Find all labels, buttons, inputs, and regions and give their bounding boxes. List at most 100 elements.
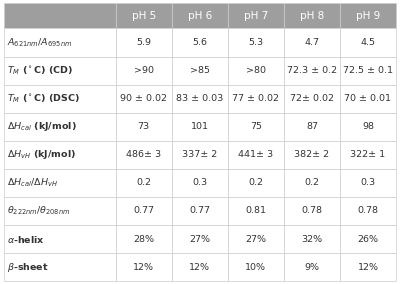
Text: 0.81: 0.81 (245, 206, 266, 216)
Text: 72.3 ± 0.2: 72.3 ± 0.2 (287, 66, 337, 75)
Text: >80: >80 (246, 66, 266, 75)
Text: 0.3: 0.3 (192, 178, 207, 187)
Text: 0.77: 0.77 (133, 206, 154, 216)
Text: 70 ± 0.01: 70 ± 0.01 (344, 94, 392, 103)
Bar (284, 141, 340, 169)
Text: 12%: 12% (189, 263, 210, 272)
Text: 28%: 28% (133, 235, 154, 244)
Bar (340, 169, 396, 197)
Bar (228, 169, 284, 197)
Text: 486± 3: 486± 3 (126, 150, 161, 159)
Bar (4, 28, 116, 57)
Text: 0.2: 0.2 (304, 178, 320, 187)
Bar (284, 197, 340, 225)
Text: $\Delta H_{vH}$ (kJ/mol): $\Delta H_{vH}$ (kJ/mol) (7, 148, 76, 161)
Text: 0.78: 0.78 (302, 206, 322, 216)
Bar (340, 57, 396, 85)
Bar (116, 253, 172, 281)
Text: 4.7: 4.7 (304, 38, 320, 47)
Bar (172, 57, 228, 85)
Bar (340, 113, 396, 141)
Text: 4.5: 4.5 (360, 38, 376, 47)
Text: pH 5: pH 5 (132, 11, 156, 21)
Bar (4, 85, 116, 113)
Text: 83 ± 0.03: 83 ± 0.03 (176, 94, 224, 103)
Bar (340, 85, 396, 113)
Bar (172, 253, 228, 281)
Bar (4, 169, 116, 197)
Bar (172, 85, 228, 113)
Text: 12%: 12% (358, 263, 378, 272)
Text: 0.77: 0.77 (189, 206, 210, 216)
Text: 77 ± 0.02: 77 ± 0.02 (232, 94, 279, 103)
Text: pH 8: pH 8 (300, 11, 324, 21)
Bar (284, 225, 340, 253)
Bar (284, 85, 340, 113)
Bar (228, 225, 284, 253)
Bar (340, 3, 396, 28)
Text: 0.78: 0.78 (358, 206, 378, 216)
Bar (228, 57, 284, 85)
Bar (116, 225, 172, 253)
Bar (4, 141, 116, 169)
Text: 27%: 27% (189, 235, 210, 244)
Text: 26%: 26% (358, 235, 378, 244)
Bar (116, 28, 172, 57)
Text: 73: 73 (138, 122, 150, 131)
Text: 10%: 10% (245, 263, 266, 272)
Text: $\Delta H_{cal}$ (kJ/mol): $\Delta H_{cal}$ (kJ/mol) (7, 120, 77, 133)
Text: >90: >90 (134, 66, 154, 75)
Bar (228, 197, 284, 225)
Text: 337± 2: 337± 2 (182, 150, 218, 159)
Text: 5.9: 5.9 (136, 38, 151, 47)
Text: 382± 2: 382± 2 (294, 150, 330, 159)
Text: $\beta$-sheet: $\beta$-sheet (7, 261, 49, 273)
Text: pH 9: pH 9 (356, 11, 380, 21)
Text: >85: >85 (190, 66, 210, 75)
Bar (228, 28, 284, 57)
Text: $A_{621nm}/A_{695nm}$: $A_{621nm}/A_{695nm}$ (7, 36, 72, 49)
Bar (172, 113, 228, 141)
Text: $\theta_{222nm}/\theta_{208nm}$: $\theta_{222nm}/\theta_{208nm}$ (7, 205, 70, 217)
Text: 12%: 12% (133, 263, 154, 272)
Bar (116, 197, 172, 225)
Text: $T_M$ ($^\circ$C) (CD): $T_M$ ($^\circ$C) (CD) (7, 64, 73, 77)
Bar (172, 225, 228, 253)
Text: 322± 1: 322± 1 (350, 150, 386, 159)
Bar (340, 28, 396, 57)
Bar (172, 3, 228, 28)
Text: 0.2: 0.2 (136, 178, 151, 187)
Bar (4, 57, 116, 85)
Text: 75: 75 (250, 122, 262, 131)
Bar (340, 225, 396, 253)
Bar (4, 113, 116, 141)
Text: 72.5 ± 0.1: 72.5 ± 0.1 (343, 66, 393, 75)
Text: 72± 0.02: 72± 0.02 (290, 94, 334, 103)
Text: pH 6: pH 6 (188, 11, 212, 21)
Bar (284, 253, 340, 281)
Text: $T_M$ ($^\circ$C) (DSC): $T_M$ ($^\circ$C) (DSC) (7, 92, 80, 105)
Bar (228, 113, 284, 141)
Text: 32%: 32% (301, 235, 322, 244)
Text: 5.6: 5.6 (192, 38, 207, 47)
Bar (284, 3, 340, 28)
Bar (228, 141, 284, 169)
Bar (116, 113, 172, 141)
Bar (4, 3, 116, 28)
Bar (116, 141, 172, 169)
Bar (4, 253, 116, 281)
Bar (172, 141, 228, 169)
Bar (228, 253, 284, 281)
Bar (172, 197, 228, 225)
Bar (172, 169, 228, 197)
Bar (116, 85, 172, 113)
Bar (4, 197, 116, 225)
Text: $\Delta H_{cal}/\Delta H_{vH}$: $\Delta H_{cal}/\Delta H_{vH}$ (7, 177, 58, 189)
Text: 5.3: 5.3 (248, 38, 264, 47)
Text: 98: 98 (362, 122, 374, 131)
Bar (116, 169, 172, 197)
Bar (340, 197, 396, 225)
Bar (228, 3, 284, 28)
Bar (340, 253, 396, 281)
Bar (284, 169, 340, 197)
